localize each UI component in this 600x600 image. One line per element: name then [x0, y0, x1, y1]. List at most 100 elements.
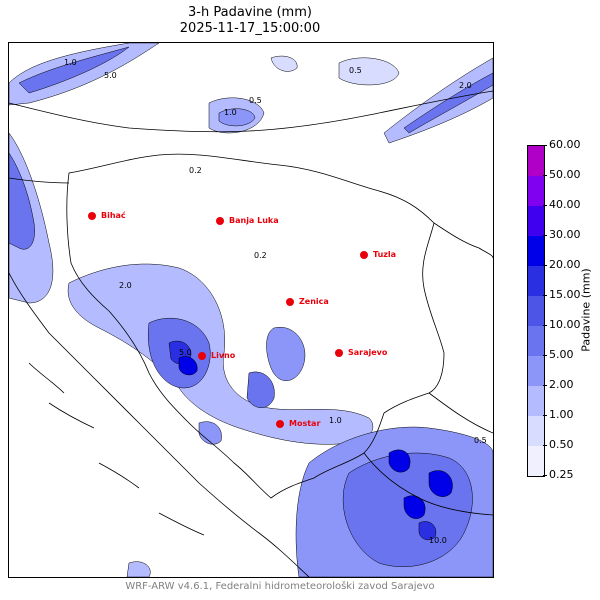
border-east — [433, 222, 493, 259]
coastline-west — [9, 272, 310, 577]
city-label: Bihać — [101, 210, 126, 220]
city-label: Sarajevo — [348, 348, 388, 357]
city-marker — [276, 420, 284, 428]
city-marker — [88, 212, 96, 220]
colorbar-segment — [528, 176, 544, 206]
colorbar-tick-label: 60.00 — [549, 138, 581, 151]
colorbar-segment — [528, 386, 544, 416]
contour-label-item: 10.0 — [429, 536, 447, 545]
colorbar-tick-label: 1.00 — [549, 408, 574, 421]
precip-patch-n — [338, 57, 400, 86]
colorbar-tick-mark — [543, 235, 547, 236]
colorbar-tick-mark — [543, 325, 547, 326]
city-marker — [198, 352, 206, 360]
contour-label-item: 0.5 — [249, 96, 262, 105]
contour-label-item: 0.2 — [254, 251, 267, 260]
colorbar-tick-mark — [543, 445, 547, 446]
colorbar-segment — [528, 296, 544, 326]
map-canvas: 1.0 5.0 0.5 1.0 0.5 2.0 0.2 0.2 2.0 5.0 … — [9, 43, 493, 577]
precip-se-small — [126, 561, 151, 577]
city-label: Banja Luka — [229, 216, 279, 225]
colorbar-tick-mark — [543, 385, 547, 386]
precip-se-storm-core2 — [428, 470, 453, 497]
precip-center-patch2 — [246, 371, 275, 408]
border-north — [9, 90, 493, 133]
contour-label-item: 2.0 — [119, 281, 132, 290]
colorbar-tick-mark — [543, 205, 547, 206]
precip-center-patch — [266, 326, 306, 381]
precip-dinaric-belt — [67, 263, 374, 445]
colorbar-tick-mark — [543, 265, 547, 266]
city-sarajevo[interactable]: Sarajevo — [335, 348, 388, 357]
contour-label-item: 1.0 — [64, 58, 77, 67]
precip-se-storm-core1 — [388, 449, 411, 473]
city-bihac[interactable]: Bihać — [88, 210, 126, 220]
city-livno[interactable]: Livno — [198, 351, 236, 360]
colorbar-segment — [528, 236, 544, 266]
city-marker — [286, 298, 294, 306]
colorbar-tick-label: 50.00 — [549, 168, 581, 181]
contour-label-item: 2.0 — [459, 81, 472, 90]
city-marker — [216, 217, 224, 225]
colorbar-segment — [528, 356, 544, 386]
colorbar-tick-mark — [543, 295, 547, 296]
precipitation-map[interactable]: 1.0 5.0 0.5 1.0 0.5 2.0 0.2 0.2 2.0 5.0 … — [8, 42, 494, 578]
colorbar-tick-mark — [543, 475, 547, 476]
precipitation-fields — [9, 43, 493, 577]
city-tuzla[interactable]: Tuzla — [360, 250, 396, 259]
colorbar-tick-mark — [543, 175, 547, 176]
colorbar-segment — [528, 446, 544, 476]
colorbar-segment — [528, 266, 544, 296]
model-credit: WRF-ARW v4.6.1, Federalni hidrometeorolo… — [125, 581, 435, 592]
city-mostar[interactable]: Mostar — [276, 419, 320, 428]
contour-label-item: 1.0 — [329, 416, 342, 425]
colorbar-label: Padavine (mm) — [579, 268, 593, 352]
colorbar-tick-label: 10.00 — [549, 318, 581, 331]
contour-label-item: 5.0 — [104, 71, 117, 80]
city-zenica[interactable]: Zenica — [286, 297, 329, 306]
contour-labels: 1.0 5.0 0.5 1.0 0.5 2.0 0.2 0.2 2.0 5.0 … — [64, 58, 487, 545]
colorbar — [527, 145, 545, 477]
city-label: Mostar — [289, 419, 320, 428]
precip-west-coast-core — [9, 152, 35, 250]
precip-south-patch — [198, 421, 222, 445]
colorbar-tick-label: 20.00 — [549, 258, 581, 271]
colorbar-tick-mark — [543, 355, 547, 356]
colorbar-tick-label: 5.00 — [549, 348, 574, 361]
colorbar-tick-label: 15.00 — [549, 288, 581, 301]
colorbar-segment — [528, 146, 544, 176]
colorbar-tick-label: 0.50 — [549, 438, 574, 451]
city-label: Livno — [211, 351, 236, 360]
city-banja-luka[interactable]: Banja Luka — [216, 216, 279, 225]
city-marker — [360, 251, 368, 259]
contour-label-item: 0.2 — [189, 166, 202, 175]
map-datetime: 2025-11-17_15:00:00 — [179, 21, 321, 36]
precip-livno-core — [178, 356, 198, 376]
cities: Bihać Banja Luka Tuzla Zenica Sarajevo L… — [88, 210, 396, 428]
borders — [9, 90, 493, 577]
contour-label-item: 5.0 — [179, 348, 192, 357]
precip-patch-center-n-core — [218, 108, 256, 127]
city-label: Zenica — [299, 297, 329, 306]
colorbar-segment — [528, 206, 544, 236]
city-marker — [335, 349, 343, 357]
colorbar-tick-label: 30.00 — [549, 228, 581, 241]
colorbar-tick-mark — [543, 415, 547, 416]
colorbar-tick-label: 40.00 — [549, 198, 581, 211]
contour-label-item: 0.5 — [349, 66, 362, 75]
precip-band-ne-core — [403, 72, 493, 134]
contour-label-item: 0.5 — [474, 436, 487, 445]
colorbar-tick-label: 0.25 — [549, 468, 574, 481]
map-title: 3-h Padavine (mm) — [188, 5, 312, 20]
border-inner-nw — [9, 177, 70, 184]
border-se — [363, 452, 493, 516]
contour-label-item: 1.0 — [224, 108, 237, 117]
precip-band-nw — [9, 43, 160, 106]
bih-border — [66, 153, 445, 499]
colorbar-segment — [528, 326, 544, 356]
precip-band-nw-core — [18, 46, 130, 94]
coastline-islands — [28, 362, 205, 536]
precip-patch-n2 — [270, 55, 298, 72]
colorbar-tick-label: 2.00 — [549, 378, 574, 391]
colorbar-tick-mark — [543, 145, 547, 146]
